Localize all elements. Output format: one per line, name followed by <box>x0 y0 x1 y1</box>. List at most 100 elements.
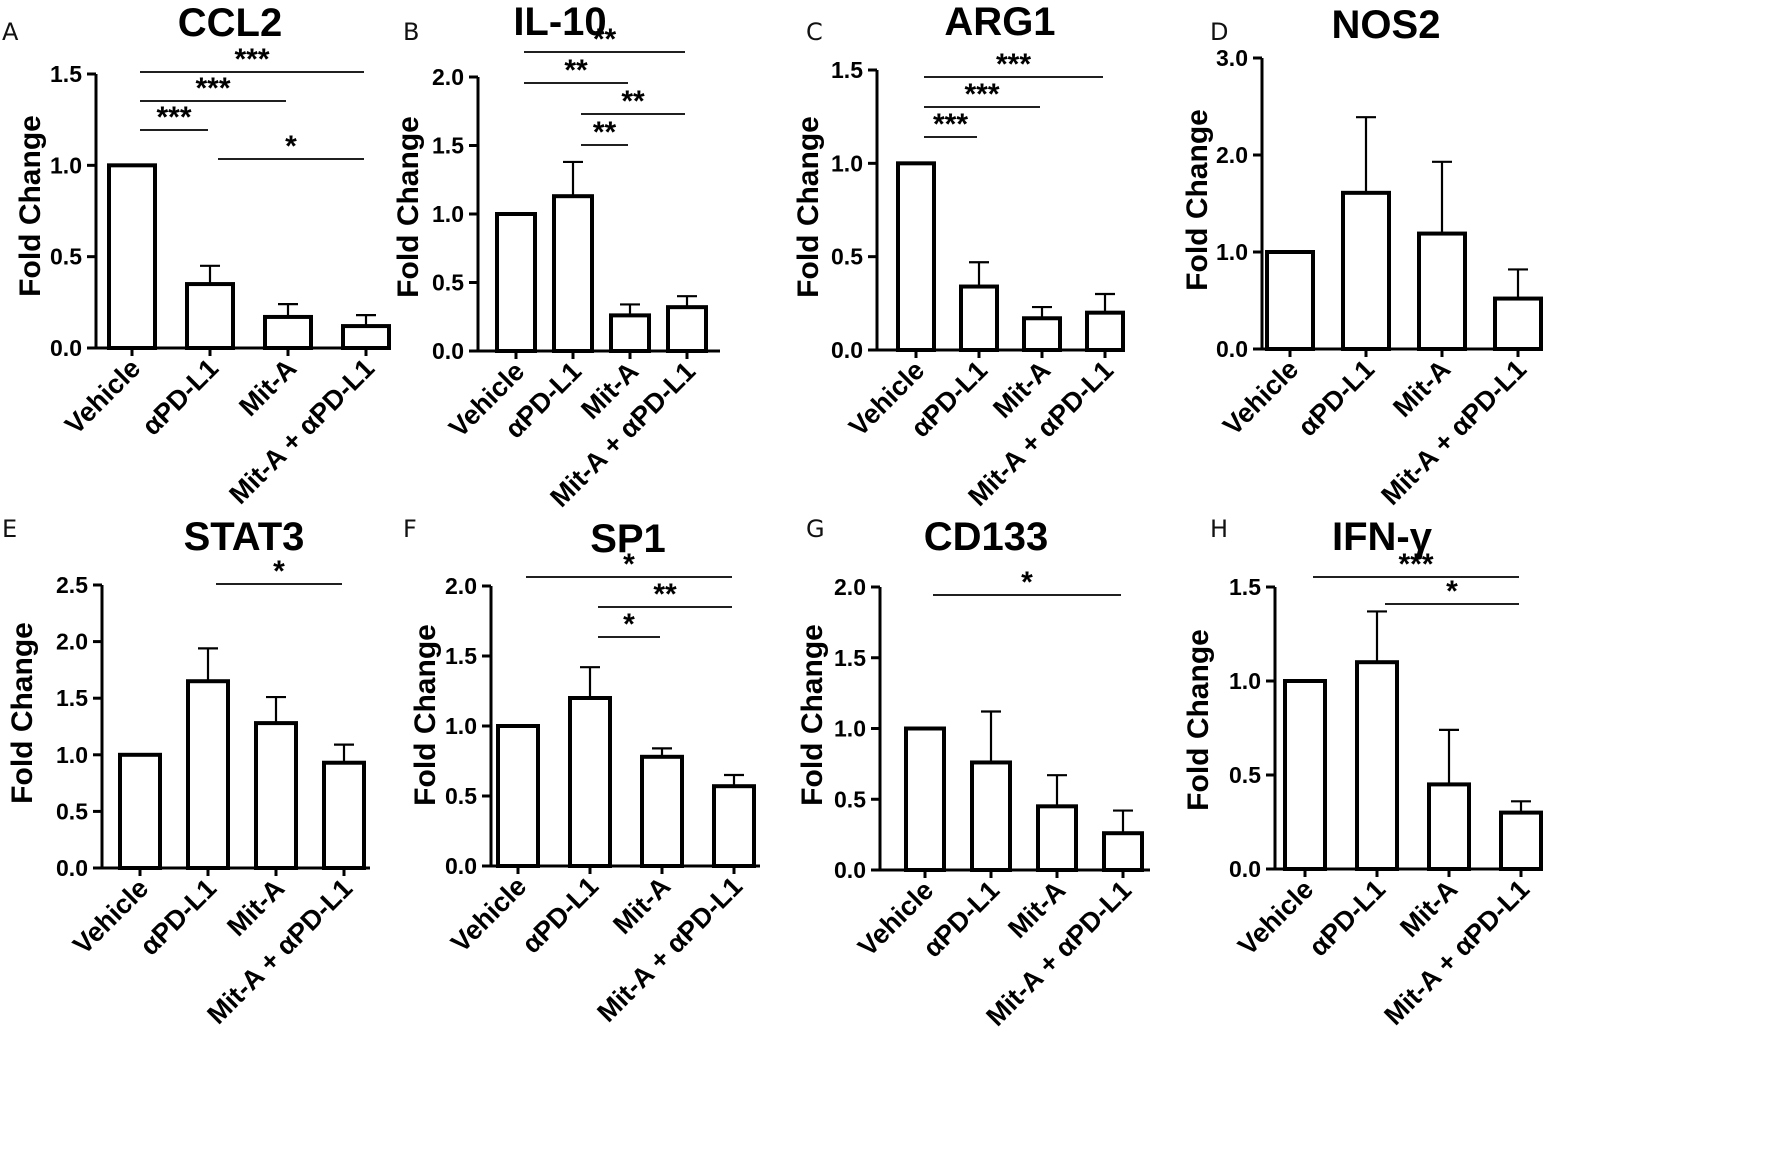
bar-vehicle <box>496 724 540 868</box>
category-label: αPD-L1 <box>1292 354 1380 442</box>
significance-label: ** <box>653 578 677 611</box>
y-axis-label: Fold Change <box>796 624 829 806</box>
y-tick-label: 1.0 <box>831 150 863 176</box>
category-label: Mit-A + αPD-L1 <box>223 353 380 510</box>
category-label: Vehicle <box>445 871 532 958</box>
y-tick-label: 1.0 <box>56 742 88 768</box>
panel-letter: G <box>806 515 825 543</box>
y-tick-label: 1.0 <box>432 201 464 227</box>
significance-label: * <box>273 555 285 588</box>
significance-label: * <box>1446 575 1458 608</box>
y-tick-label: 1.5 <box>1229 574 1261 600</box>
bar--pd-l1 <box>970 760 1012 873</box>
bar-mit-a-pd-l1 <box>666 305 708 354</box>
bar-mit-a <box>1022 316 1062 352</box>
bar-mit-a <box>263 314 313 350</box>
significance-label: *** <box>195 72 230 105</box>
y-axis-label: Fold Change <box>1181 109 1214 291</box>
category-label: αPD-L1 <box>1303 874 1391 962</box>
bar--pd-l1 <box>185 282 235 351</box>
y-tick-label: 2.0 <box>445 573 477 599</box>
category-label: Mit-A <box>1387 354 1456 423</box>
category-label: Vehicle <box>1232 874 1319 961</box>
y-tick-label: 0.0 <box>56 855 88 881</box>
y-axis-label: Fold Change <box>14 115 47 297</box>
bar--pd-l1 <box>959 284 999 352</box>
significance-label: *** <box>234 43 269 76</box>
panel-letter: B <box>403 18 419 46</box>
significance-label: *** <box>933 108 968 141</box>
y-tick-label: 0.0 <box>834 857 866 883</box>
y-tick-label: 0.0 <box>1216 336 1248 362</box>
bar-mit-a-pd-l1 <box>1085 310 1125 352</box>
bar-mit-a <box>609 313 651 354</box>
y-tick-label: 0.5 <box>1229 762 1261 788</box>
y-tick-label: 1.5 <box>831 57 863 83</box>
category-label: αPD-L1 <box>136 353 224 441</box>
panel-letter: H <box>1210 515 1228 543</box>
chart-title: IFN-γ <box>1332 515 1433 559</box>
y-axis-label: Fold Change <box>792 116 825 298</box>
category-label: αPD-L1 <box>516 871 604 959</box>
bar-mit-a <box>1417 231 1467 352</box>
panel-letter: D <box>1210 18 1228 46</box>
bar--pd-l1 <box>1355 660 1399 872</box>
significance-label: *** <box>1398 548 1433 581</box>
y-tick-label: 1.0 <box>445 713 477 739</box>
panel-letter: A <box>2 18 19 46</box>
chart-title: CCL2 <box>178 1 282 45</box>
significance-label: *** <box>964 78 999 111</box>
y-tick-label: 3.0 <box>1216 45 1248 71</box>
chart-title: NOS2 <box>1332 3 1441 47</box>
y-axis-label: Fold Change <box>409 624 442 806</box>
bar--pd-l1 <box>552 194 594 353</box>
chart-title: ARG1 <box>944 0 1055 44</box>
chart-title: STAT3 <box>184 515 305 559</box>
y-tick-label: 2.0 <box>56 629 88 655</box>
significance-label: * <box>623 608 635 641</box>
category-label: αPD-L1 <box>134 873 222 961</box>
bar-mit-a-pd-l1 <box>341 324 391 350</box>
category-label: Vehicle <box>59 353 146 440</box>
chart-panel-f: F SP1 Fold Change 0.0 0.5 1.0 1.5 2.0 VehicleαPD… <box>403 515 760 1028</box>
panel-letter: E <box>2 515 17 543</box>
y-tick-label: 1.0 <box>1216 239 1248 265</box>
chart-title: CD133 <box>924 515 1049 559</box>
bar-mit-a <box>640 754 684 868</box>
y-tick-label: 2.0 <box>1216 142 1248 168</box>
y-tick-label: 1.5 <box>56 685 88 711</box>
y-tick-label: 0.5 <box>56 798 88 824</box>
chart-panel-h: H IFN-γ Fold Change 0.0 0.5 1.0 1.5 VehicleαPD-… <box>1182 515 1543 1031</box>
y-tick-label: 0.0 <box>432 338 464 364</box>
y-axis-label: Fold Change <box>392 116 425 298</box>
y-tick-label: 1.5 <box>432 133 464 159</box>
significance-label: * <box>285 130 297 163</box>
category-label: Mit-A <box>233 353 302 422</box>
bar-mit-a-pd-l1 <box>1499 810 1543 871</box>
bar--pd-l1 <box>568 696 612 868</box>
bar-vehicle <box>495 212 537 353</box>
chart-title: SP1 <box>590 517 666 561</box>
y-tick-label: 1.5 <box>50 61 82 87</box>
bar-vehicle <box>1283 679 1327 871</box>
bar-mit-a-pd-l1 <box>1493 296 1543 351</box>
y-tick-label: 0.5 <box>432 270 464 296</box>
chart-panel-d: D NOS2 Fold Change 0.0 1.0 2.0 3.0 VehicleαPD-L… <box>1181 3 1543 511</box>
bar-mit-a-pd-l1 <box>1102 831 1144 873</box>
bar-mit-a <box>254 721 298 870</box>
y-tick-label: 1.5 <box>834 645 866 671</box>
y-tick-label: 0.5 <box>831 244 863 270</box>
y-tick-label: 1.0 <box>1229 668 1261 694</box>
bar-vehicle <box>118 752 162 870</box>
y-tick-label: 1.0 <box>834 716 866 742</box>
bar-mit-a-pd-l1 <box>712 784 756 869</box>
panel-letter: C <box>806 18 823 46</box>
significance-label: ** <box>564 54 588 87</box>
y-tick-label: 0.5 <box>445 783 477 809</box>
bar-vehicle <box>1265 250 1315 351</box>
significance-label: * <box>623 548 635 581</box>
y-tick-label: 2.0 <box>432 64 464 90</box>
